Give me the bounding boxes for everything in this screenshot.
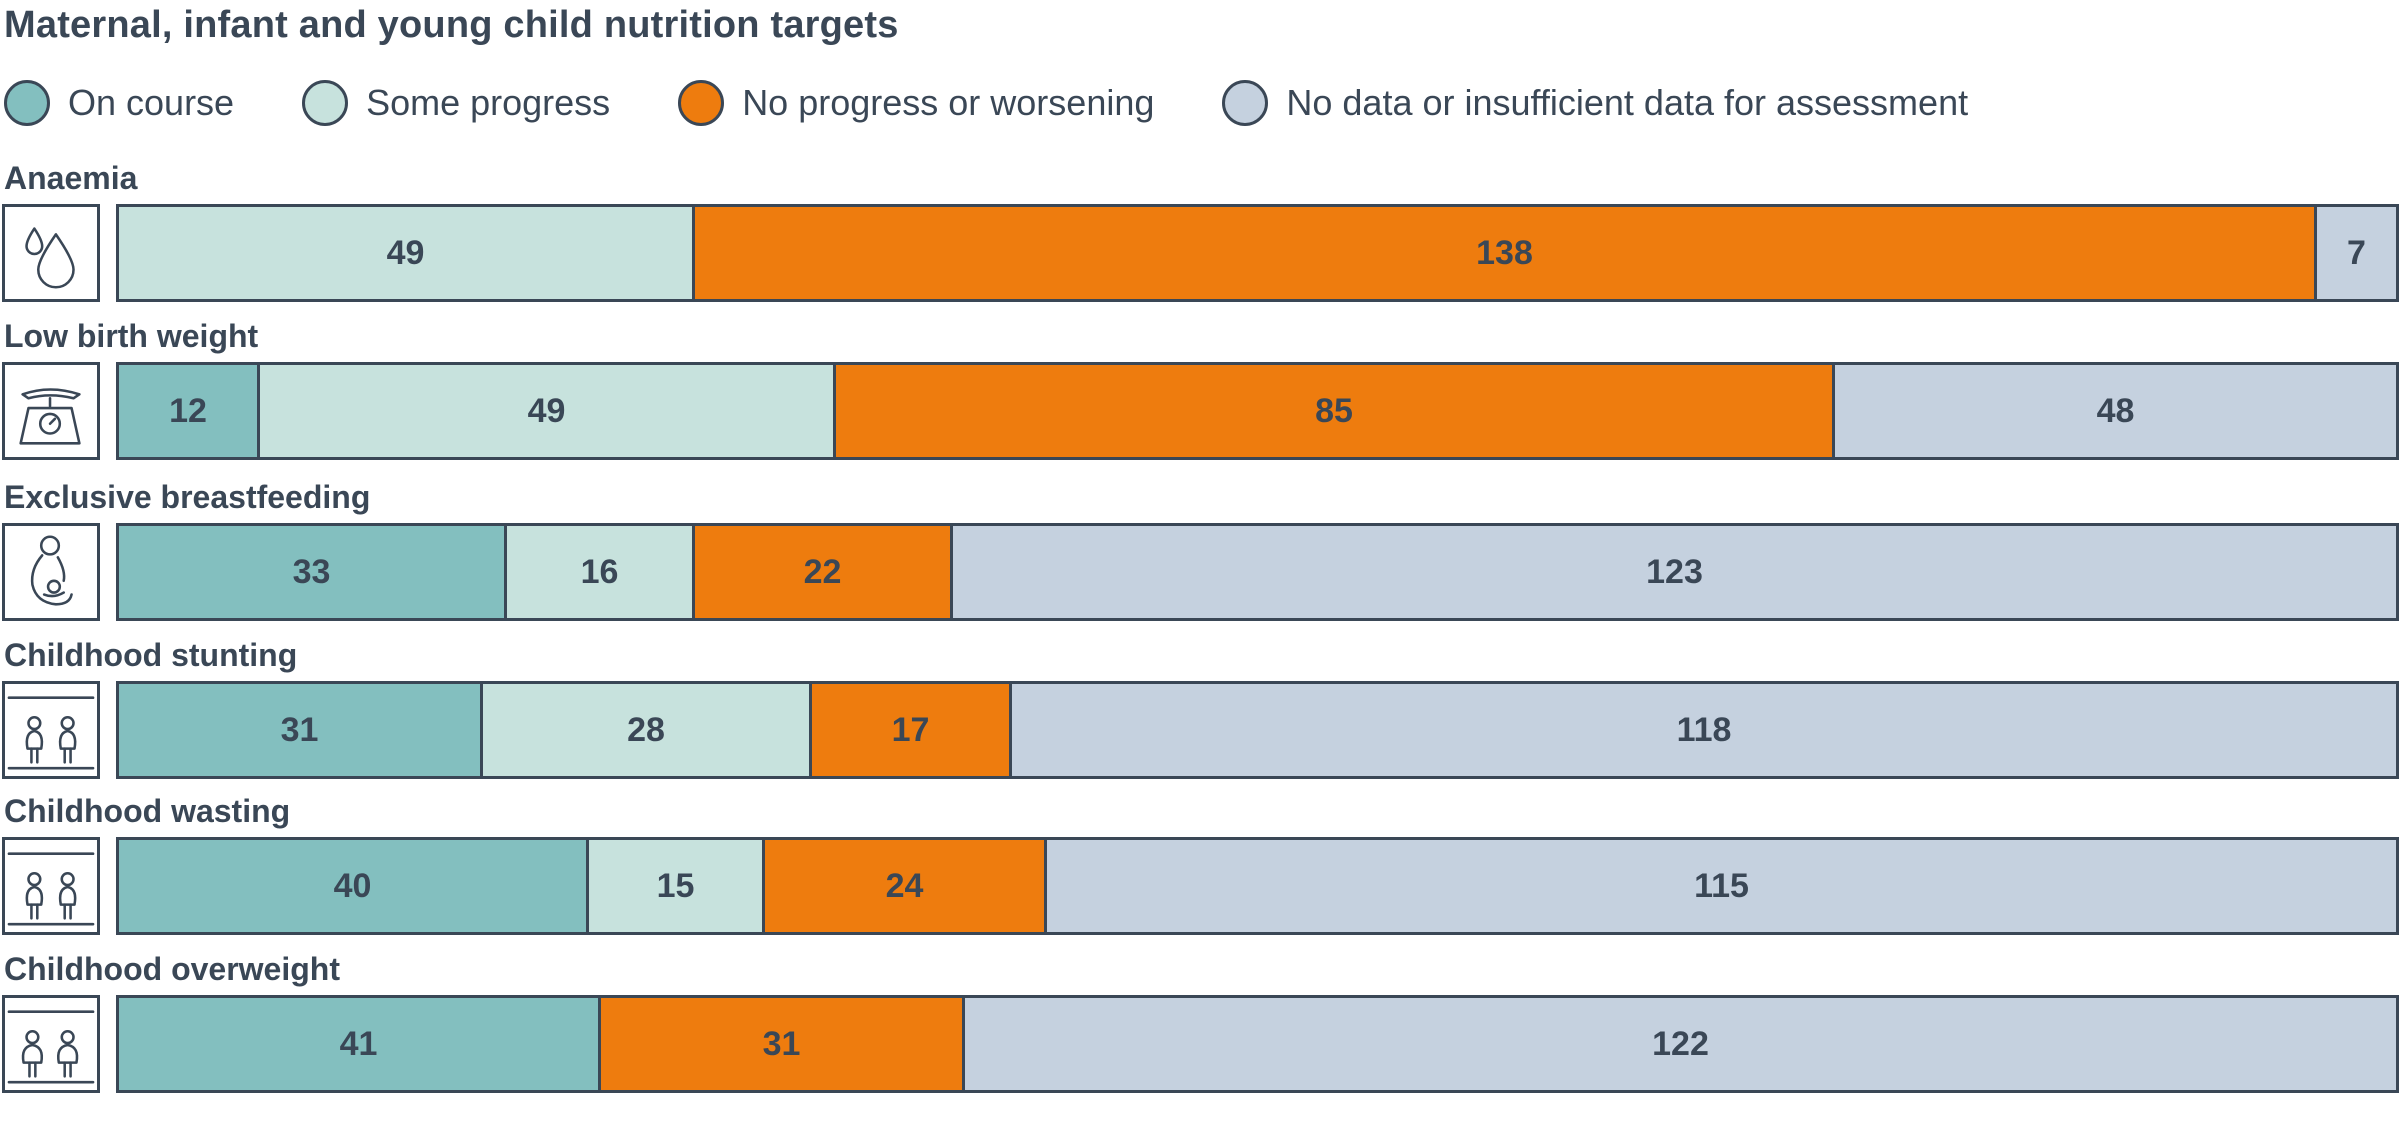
data-label: 41 — [339, 1024, 378, 1063]
category-label: Childhood stunting — [4, 637, 298, 673]
category-label: Anaemia — [4, 160, 138, 196]
bar-segment: 122 — [962, 995, 2399, 1093]
legend-label: Some progress — [366, 82, 611, 123]
category-label: Childhood wasting — [4, 793, 291, 829]
legend-swatch — [678, 80, 725, 126]
legend-item: No progress or worsening — [678, 80, 1154, 126]
legend-swatch — [302, 80, 349, 126]
data-label: 49 — [527, 391, 566, 430]
bar-segment: 22 — [692, 523, 953, 621]
bar-segment: 49 — [116, 204, 695, 302]
bar-segment: 41 — [116, 995, 601, 1093]
bar-segment: 33 — [116, 523, 507, 621]
children-thin-icon — [2, 837, 100, 935]
breastfeeding-icon — [2, 523, 100, 621]
bar-segment: 31 — [116, 681, 483, 779]
bar-segment: 28 — [480, 681, 812, 779]
legend-item: Some progress — [302, 80, 610, 126]
data-label: 33 — [292, 552, 331, 591]
bar-segment: 12 — [116, 362, 260, 460]
chart-title: Maternal, infant and young child nutriti… — [4, 4, 899, 46]
data-label: 118 — [1676, 710, 1732, 749]
data-label: 49 — [386, 233, 425, 272]
data-label: 115 — [1694, 866, 1749, 905]
data-label: 28 — [627, 710, 665, 749]
legend-swatch — [4, 80, 50, 126]
children-overweight-icon — [2, 995, 100, 1093]
category-label: Exclusive breastfeeding — [4, 479, 371, 515]
data-label: 16 — [580, 552, 619, 591]
legend-label: No progress or worsening — [742, 82, 1155, 123]
bar-segment: 49 — [257, 362, 836, 460]
bar-segment: 48 — [1832, 362, 2399, 460]
data-label: 123 — [1646, 552, 1703, 591]
bar-segment: 115 — [1044, 837, 2399, 935]
data-label: 24 — [885, 866, 924, 905]
data-label: 17 — [891, 710, 930, 749]
baby-scale-icon — [2, 362, 100, 460]
bar-segment: 7 — [2314, 204, 2399, 302]
bar-segment: 138 — [692, 204, 2317, 302]
bar-segment: 17 — [809, 681, 1012, 779]
legend-swatch — [1222, 80, 1269, 126]
bar-segment: 40 — [116, 837, 589, 935]
legend-item: On course — [4, 80, 234, 126]
data-label: 7 — [2347, 233, 2366, 272]
bar-segment: 85 — [833, 362, 1835, 460]
data-label: 15 — [656, 866, 695, 905]
children-height-icon — [2, 681, 100, 779]
bar-segment: 24 — [762, 837, 1047, 935]
data-label: 22 — [803, 552, 842, 591]
data-label: 122 — [1652, 1024, 1709, 1063]
legend-label: No data or insufficient data for assessm… — [1286, 82, 1969, 123]
bar-segment: 123 — [950, 523, 2399, 621]
bar-segment: 16 — [504, 523, 695, 621]
legend-label: On course — [68, 82, 235, 123]
bar-segment: 118 — [1009, 681, 2399, 779]
bar-segment: 15 — [586, 837, 765, 935]
legend: On course Some progress No progress or wor… — [4, 76, 2036, 130]
data-label: 31 — [762, 1024, 801, 1063]
data-label: 12 — [169, 391, 207, 430]
legend-item: No data or insufficient data for assessm… — [1222, 80, 1968, 126]
bar-segment: 31 — [598, 995, 965, 1093]
data-label: 138 — [1476, 233, 1533, 272]
data-label: 40 — [333, 866, 372, 905]
water-drops-icon — [2, 204, 100, 302]
category-label: Low birth weight — [4, 318, 259, 354]
category-label: Childhood overweight — [4, 951, 340, 987]
data-label: 85 — [1315, 391, 1353, 430]
data-label: 31 — [280, 710, 319, 749]
data-label: 48 — [2096, 391, 2135, 430]
